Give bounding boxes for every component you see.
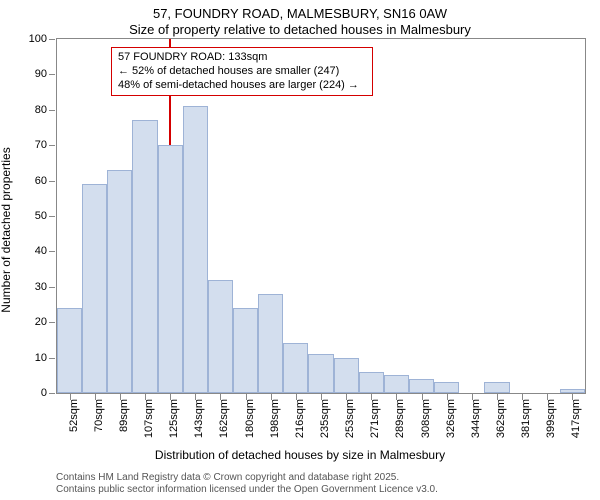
y-tick	[49, 216, 55, 217]
annotation-box: 57 FOUNDRY ROAD: 133sqm ← 52% of detache…	[111, 47, 373, 96]
annotation-line2: ← 52% of detached houses are smaller (24…	[118, 65, 366, 79]
y-tick	[49, 110, 55, 111]
y-tick-label: 10	[35, 352, 47, 364]
credit-line2: Contains public sector information licen…	[56, 484, 438, 495]
histogram-bar	[233, 308, 258, 393]
histogram-bar	[334, 358, 359, 393]
histogram-bar	[359, 372, 384, 393]
histogram-bar	[158, 145, 183, 393]
credit-line1: Contains HM Land Registry data © Crown c…	[56, 472, 399, 483]
y-tick	[49, 322, 55, 323]
x-tick-label: 89sqm	[118, 399, 130, 432]
y-tick	[49, 287, 55, 288]
y-tick-label: 20	[35, 316, 47, 328]
property-size-histogram: 57, FOUNDRY ROAD, MALMESBURY, SN16 0AW S…	[0, 0, 600, 500]
histogram-bar	[107, 170, 132, 393]
y-tick-label: 50	[35, 210, 47, 222]
histogram-bar	[484, 382, 509, 393]
x-tick-label: 253sqm	[344, 399, 356, 438]
y-tick-label: 100	[29, 33, 47, 45]
chart-title-line1: 57, FOUNDRY ROAD, MALMESBURY, SN16 0AW	[0, 6, 600, 21]
y-tick-label: 30	[35, 281, 47, 293]
y-tick-label: 80	[35, 104, 47, 116]
y-tick	[49, 251, 55, 252]
histogram-bar	[183, 106, 208, 393]
x-tick-label: 235sqm	[319, 399, 331, 438]
x-axis-label: Distribution of detached houses by size …	[0, 448, 600, 462]
histogram-bar	[384, 375, 409, 393]
x-tick-label: 70sqm	[93, 399, 105, 432]
histogram-bar	[434, 382, 459, 393]
y-tick-label: 70	[35, 139, 47, 151]
histogram-bar	[57, 308, 82, 393]
x-tick-label: 125sqm	[168, 399, 180, 438]
x-tick-label: 289sqm	[394, 399, 406, 438]
x-tick-label: 344sqm	[470, 399, 482, 438]
x-tick-label: 362sqm	[495, 399, 507, 438]
x-tick-label: 399sqm	[545, 399, 557, 438]
chart-title-line2: Size of property relative to detached ho…	[0, 22, 600, 37]
y-axis-label: Number of detached properties	[0, 65, 13, 230]
x-tick-label: 381sqm	[520, 399, 532, 438]
x-tick-label: 271sqm	[369, 399, 381, 438]
y-tick	[49, 358, 55, 359]
histogram-bar	[82, 184, 107, 393]
y-tick	[49, 145, 55, 146]
y-tick	[49, 393, 55, 394]
x-tick-label: 417sqm	[570, 399, 582, 438]
histogram-bar	[308, 354, 333, 393]
x-tick-label: 180sqm	[244, 399, 256, 438]
y-tick	[49, 181, 55, 182]
annotation-line1: 57 FOUNDRY ROAD: 133sqm	[118, 51, 366, 65]
y-tick-label: 60	[35, 175, 47, 187]
y-tick-label: 40	[35, 245, 47, 257]
x-tick-label: 326sqm	[445, 399, 457, 438]
histogram-bar	[208, 280, 233, 393]
y-tick-label: 0	[41, 387, 47, 399]
x-tick-label: 216sqm	[294, 399, 306, 438]
x-tick-label: 162sqm	[218, 399, 230, 438]
x-tick-label: 308sqm	[420, 399, 432, 438]
histogram-bar	[132, 120, 157, 393]
annotation-line3: 48% of semi-detached houses are larger (…	[118, 79, 366, 93]
x-tick-label: 107sqm	[143, 399, 155, 438]
histogram-bar	[258, 294, 283, 393]
x-tick-label: 143sqm	[193, 399, 205, 438]
y-tick-label: 90	[35, 68, 47, 80]
plot-area: 57 FOUNDRY ROAD: 133sqm ← 52% of detache…	[56, 38, 586, 394]
x-tick-label: 52sqm	[68, 399, 80, 432]
histogram-bar	[283, 343, 308, 393]
histogram-bar	[409, 379, 434, 393]
x-tick-label: 198sqm	[269, 399, 281, 438]
y-tick	[49, 39, 55, 40]
histogram-bar	[560, 389, 585, 393]
y-tick	[49, 74, 55, 75]
